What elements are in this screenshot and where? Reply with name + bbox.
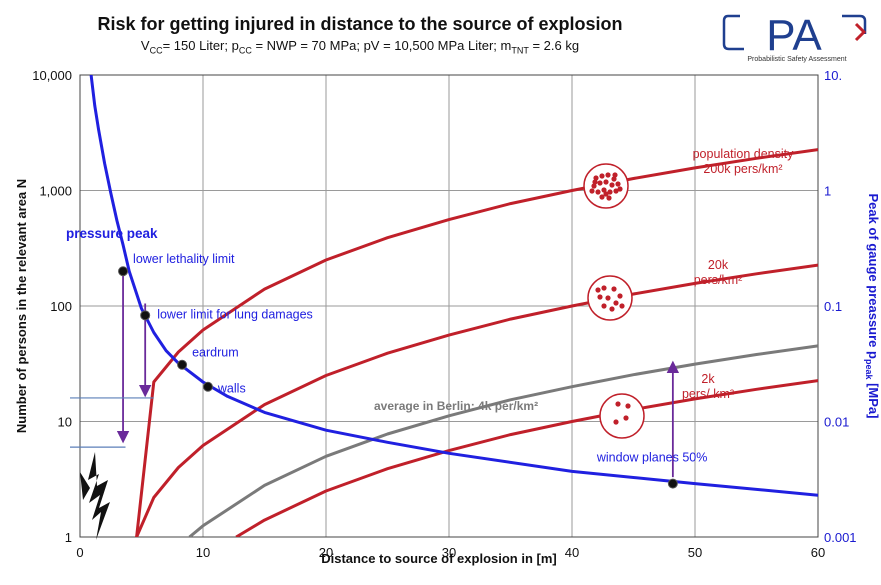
circle-2k-dot-2: [613, 419, 619, 425]
circle-200k-dot-7: [603, 179, 609, 185]
y-tick-label-100: 100: [50, 299, 72, 314]
circle-20k-dot-2: [617, 293, 623, 299]
pa-logo: PA Probabilistic Safety Assessment: [722, 8, 872, 68]
marker-point-0: [118, 266, 129, 277]
y-axis-label: Number of persons in the relevant area N: [14, 179, 29, 433]
y2-axis-label: Peak of gauge preassure ppeak [MPa]: [864, 194, 881, 419]
circle-200k-dot-2: [605, 172, 611, 178]
marker-point-3: [202, 381, 213, 392]
x-tick-label-40: 40: [565, 545, 579, 560]
marker-label-2: eardrum: [192, 346, 239, 360]
circle-200k: [583, 163, 629, 209]
label-20k-line1: 20k: [708, 258, 729, 272]
y2-tick-label-1: 0.01: [824, 415, 849, 430]
circle-200k-dot-18: [617, 186, 623, 192]
series-line-4: [89, 75, 818, 497]
y-tick-label-1: 1: [65, 530, 72, 545]
circle-20k-dot-5: [613, 300, 619, 306]
x-axis-label: Distance to source of explosion in [m]: [321, 551, 556, 566]
y-tick-label-10,000: 10,000: [32, 68, 72, 83]
circle-200k-dot-8: [609, 182, 615, 188]
plot-frame: [79, 74, 819, 538]
series-line-0: [135, 148, 818, 537]
y2-tick-label-0: 0.001: [824, 530, 857, 545]
marker-point-1: [140, 310, 151, 321]
circle-200k-dot-16: [612, 172, 618, 178]
circle-200k-dot-17: [589, 188, 595, 194]
circle-200k-dot-3: [611, 176, 617, 182]
y-tick-label-10: 10: [58, 415, 72, 430]
x-tick-label-60: 60: [811, 545, 825, 560]
label-2k-line2: pers/ km²: [682, 387, 734, 401]
explosion-icon: [80, 452, 110, 540]
circle-20k-dot-7: [609, 306, 615, 312]
circle-200k-dot-0: [593, 175, 599, 181]
chart-subtitle: VCC= 150 Liter; pCC = NWP = 70 MPa; pV =…: [140, 38, 580, 56]
logo-text: PA: [766, 11, 822, 60]
y-tick-label-1,000: 1,000: [39, 184, 72, 199]
chart-title: Risk for getting injured in distance to …: [97, 14, 623, 34]
x-tick-label-50: 50: [688, 545, 702, 560]
circle-200k-dot-4: [615, 181, 621, 187]
series-line-2: [188, 344, 818, 537]
circle-200k-dot-10: [601, 187, 607, 193]
pa-logo-graphic: PA: [722, 11, 867, 60]
pressure-peak-label: pressure peak: [66, 226, 158, 241]
circle-2k: [599, 393, 645, 439]
y2-tick-label-4: 10.: [824, 68, 842, 83]
label-2k-line1: 2k: [701, 372, 715, 386]
circle-2k-dot-3: [623, 415, 629, 421]
circle-20k-dot-6: [601, 303, 607, 309]
circle-200k-dot-12: [613, 188, 619, 194]
circle-200k-dot-11: [607, 189, 613, 195]
circle-20k-dot-0: [601, 285, 607, 291]
circle-200k-dot-1: [599, 173, 605, 179]
circle-2k-dot-0: [615, 401, 621, 407]
circle-20k-dot-1: [611, 286, 617, 292]
x-tick-label-0: 0: [76, 545, 83, 560]
circle-20k-dot-9: [595, 287, 601, 293]
marker-label-0: lower lethality limit: [133, 252, 235, 266]
label-20k-line2: pers/km²: [694, 273, 743, 287]
circle-20k-dot-3: [597, 294, 603, 300]
circle-200k-dot-5: [591, 183, 597, 189]
marker-label-4: window planes 50%: [596, 451, 708, 465]
label-200k-line2: 200k pers/km²: [703, 162, 782, 176]
circle-20k-dot-8: [619, 303, 625, 309]
marker-label-3: walls: [217, 382, 246, 396]
y2-tick-label-3: 1: [824, 184, 831, 199]
circle-200k-dot-15: [592, 179, 598, 185]
circle-200k-dot-14: [606, 195, 612, 201]
x-tick-label-30: 30: [442, 545, 456, 560]
x-tick-label-20: 20: [319, 545, 333, 560]
circle-200k-dot-13: [599, 194, 605, 200]
marker-point-2: [177, 359, 188, 370]
series-line-3: [235, 379, 818, 537]
series-line-1: [135, 263, 818, 537]
label-200k-line1: population density: [693, 147, 795, 161]
circle-200k-dot-6: [597, 180, 603, 186]
circle-200k-dot-9: [595, 189, 601, 195]
marker-label-1: lower limit for lung damages: [157, 307, 313, 321]
y2-tick-label-2: 0.1: [824, 299, 842, 314]
x-tick-label-10: 10: [196, 545, 210, 560]
circle-2k-dot-1: [625, 403, 631, 409]
circle-200k-dot-19: [603, 191, 609, 197]
marker-point-4: [667, 478, 678, 489]
logo-caption: Probabilistic Safety Assessment: [747, 56, 847, 63]
label-berlin: average in Berlin: 4k per/km²: [374, 399, 538, 413]
circle-20k-dot-4: [605, 295, 611, 301]
